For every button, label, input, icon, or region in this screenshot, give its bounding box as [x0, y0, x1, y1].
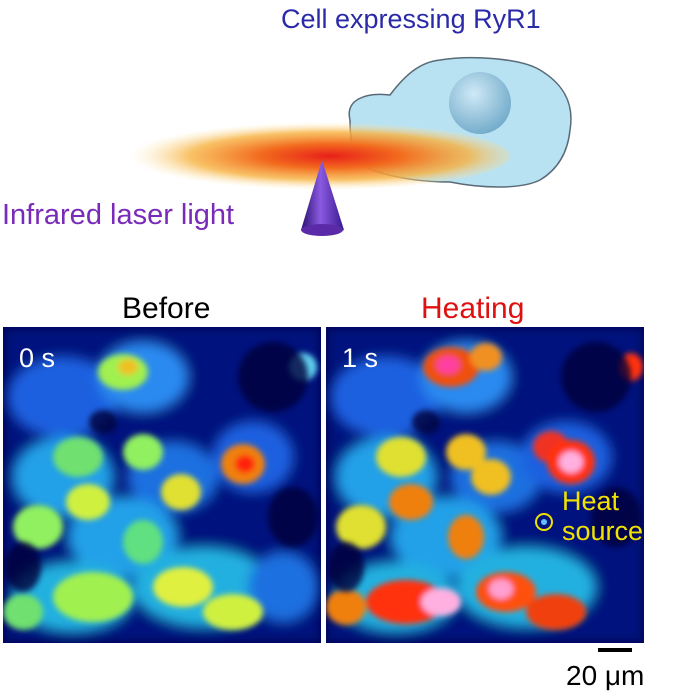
- scale-bar-label: 20 μm: [566, 660, 645, 691]
- cell-nucleus: [449, 72, 511, 134]
- laser-beam: [110, 122, 510, 190]
- before-title: Before: [122, 292, 211, 325]
- before-time-label: 0 s: [19, 343, 56, 373]
- laser-cone-icon: [301, 160, 344, 235]
- heating-title: Heating: [421, 292, 525, 325]
- cell-title: Cell expressing RyR1: [281, 4, 541, 34]
- before-image-panel: 0 s: [3, 327, 321, 643]
- heating-image-panel: 1 s Heat source: [326, 327, 644, 643]
- heat-source-label: Heat source: [562, 486, 644, 546]
- heating-fluorescence-image: [326, 327, 644, 643]
- scale-bar: [598, 648, 632, 652]
- heat-source-marker: [535, 513, 553, 531]
- schematic-illustration: [110, 56, 572, 236]
- heating-time-label: 1 s: [342, 343, 379, 373]
- laser-label: Infrared laser light: [2, 199, 235, 231]
- before-fluorescence-image: [3, 327, 321, 643]
